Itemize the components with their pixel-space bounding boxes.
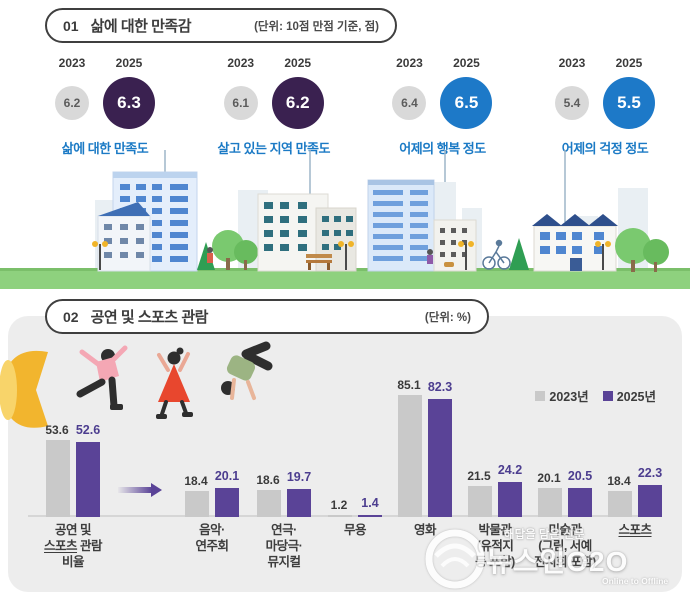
value-circle-2023: 5.4 (554, 86, 589, 120)
category-label: 무용 (343, 523, 367, 537)
satisfaction-group: 2023 5.4 2025 5.5 어제의 걱정 정도 (554, 56, 655, 157)
bar-chart: 53.6 52.6 18.4 20.1 18.6 19.7 1.2 1.4 85.1 82.3 21… (0, 346, 690, 517)
legend-item: 2025년 (602, 386, 656, 405)
category-label: 스포츠 (618, 523, 652, 537)
year-label: 2025 (615, 56, 643, 70)
section2-panel (8, 316, 682, 592)
bar-value-2025: 19.7 (286, 469, 312, 484)
legend-item: 2023년 (535, 386, 589, 405)
section2-title: 공연 및 스포츠 관람 (90, 309, 209, 326)
satisfaction-groups: 2023 6.2 2025 6.3 삶에 대한 만족도 2023 6.1 2025 6.2 살고 … (55, 56, 655, 157)
value-circle-2025: 6.3 (103, 77, 155, 129)
year-label: 2023 (58, 56, 86, 70)
bar-2025 (568, 487, 592, 517)
bench (306, 254, 332, 270)
bar-value-2023: 53.6 (45, 423, 69, 438)
satisfaction-group: 2023 6.2 2025 6.3 삶에 대한 만족도 (55, 56, 155, 157)
bar-value-2023: 20.1 (537, 471, 561, 486)
bar-2023 (185, 490, 209, 517)
legend-swatch (602, 390, 613, 401)
category-label: 박물관 (유적지 등 포함) (475, 523, 515, 569)
bar-2025 (358, 515, 382, 517)
satisfaction-group: 2023 6.4 2025 6.5 어제의 행복 정도 (392, 56, 493, 157)
street-lamps (92, 241, 611, 270)
year-label: 2025 (284, 56, 312, 70)
dancer-handstand-icon (221, 341, 273, 400)
bar-2023 (257, 490, 281, 517)
dancer-red-icon (156, 347, 193, 419)
bar-2023 (46, 440, 70, 517)
cityscape-illustration (0, 150, 690, 289)
chart-legend: 2023년 2025년 (535, 386, 656, 405)
value-circle-2025: 6.2 (271, 77, 324, 129)
section2-unit-label: (단위: %) (424, 311, 471, 324)
bar-value-2025: 20.1 (214, 469, 240, 484)
building-blue-tower (97, 171, 198, 272)
bar-value-2025: 1.4 (361, 496, 379, 510)
pedestrians (207, 247, 454, 267)
value-circle-2025: 6.5 (440, 77, 493, 129)
bar-2023 (328, 515, 352, 517)
satisfaction-metric-label: 삶에 대한 만족도 (61, 141, 149, 156)
satisfaction-metric-label: 어제의 행복 정도 (399, 141, 486, 156)
bar-value-2025: 22.3 (637, 466, 663, 481)
bar-2025 (287, 488, 311, 517)
bar-2025 (498, 482, 522, 517)
bar-2025 (428, 398, 452, 517)
bar-value-2025: 24.2 (497, 463, 523, 478)
dancer-pink-icon (76, 345, 128, 410)
legend-label: 2023년 (549, 390, 589, 404)
bar-value-2023: 18.4 (184, 473, 208, 488)
year-label: 2023 (558, 56, 586, 70)
legend-label: 2025년 (616, 390, 656, 404)
bar-value-2023: 21.5 (467, 469, 491, 484)
category-label: 미술관 (그림, 서예 전시회 포함) (534, 523, 596, 569)
bar-2025 (638, 485, 662, 517)
bar-2025 (215, 488, 239, 517)
bar-2023 (468, 486, 492, 517)
section2-number: 02 (63, 308, 79, 325)
bar-2025 (76, 441, 100, 517)
value-circle-2023: 6.2 (55, 86, 89, 120)
value-circle-2025: 5.5 (602, 77, 655, 129)
year-label: 2025 (115, 56, 143, 70)
bar-value-2023: 85.1 (397, 377, 421, 392)
apartment-gabled (532, 214, 618, 272)
arrow-icon (118, 483, 162, 497)
year-label: 2023 (227, 56, 255, 70)
section1-title: 삶에 대한 만족감 (90, 18, 192, 35)
section1-header: 01 삶에 대한 만족감 (단위: 10점 만점 기준, 점) (45, 8, 397, 43)
satisfaction-metric-label: 살고 있는 지역 만족도 (217, 141, 331, 156)
building-small-white (433, 219, 477, 272)
value-circle-2023: 6.1 (223, 86, 258, 120)
bar-value-2023: 1.2 (330, 498, 348, 512)
year-label: 2025 (453, 56, 480, 70)
value-circle-2023: 6.4 (392, 86, 427, 120)
cyclist (482, 239, 511, 270)
section2-header: 02 공연 및 스포츠 관람 (단위: %) (45, 299, 489, 334)
category-label: 공연 및 스포츠 관람 비율 (44, 523, 103, 569)
building-blue-stripes (367, 179, 435, 272)
bar-2023 (608, 490, 632, 517)
bar-value-2025: 82.3 (427, 379, 453, 394)
satisfaction-metric-label: 어제의 걱정 정도 (561, 141, 649, 156)
satisfaction-group: 2023 6.1 2025 6.2 살고 있는 지역 만족도 (217, 56, 331, 157)
year-label: 2023 (396, 56, 423, 70)
section1-number: 01 (63, 17, 79, 34)
legend-swatch (535, 390, 546, 401)
building-white (257, 193, 357, 272)
dancers-illustration (76, 341, 273, 419)
bar-value-2023: 18.6 (256, 473, 280, 488)
megaphone-icon (0, 350, 48, 428)
bar-2023 (538, 488, 562, 517)
bar-value-2023: 18.4 (607, 473, 631, 488)
category-label: 음악· 연주회 (195, 523, 229, 553)
category-label: 연극· 마당극· 뮤지컬 (265, 523, 303, 569)
bar-value-2025: 20.5 (567, 468, 593, 483)
bar-2023 (398, 394, 422, 517)
section1-unit-label: (단위: 10점 만점 기준, 점) (254, 20, 379, 33)
bar-value-2025: 52.6 (75, 422, 101, 437)
